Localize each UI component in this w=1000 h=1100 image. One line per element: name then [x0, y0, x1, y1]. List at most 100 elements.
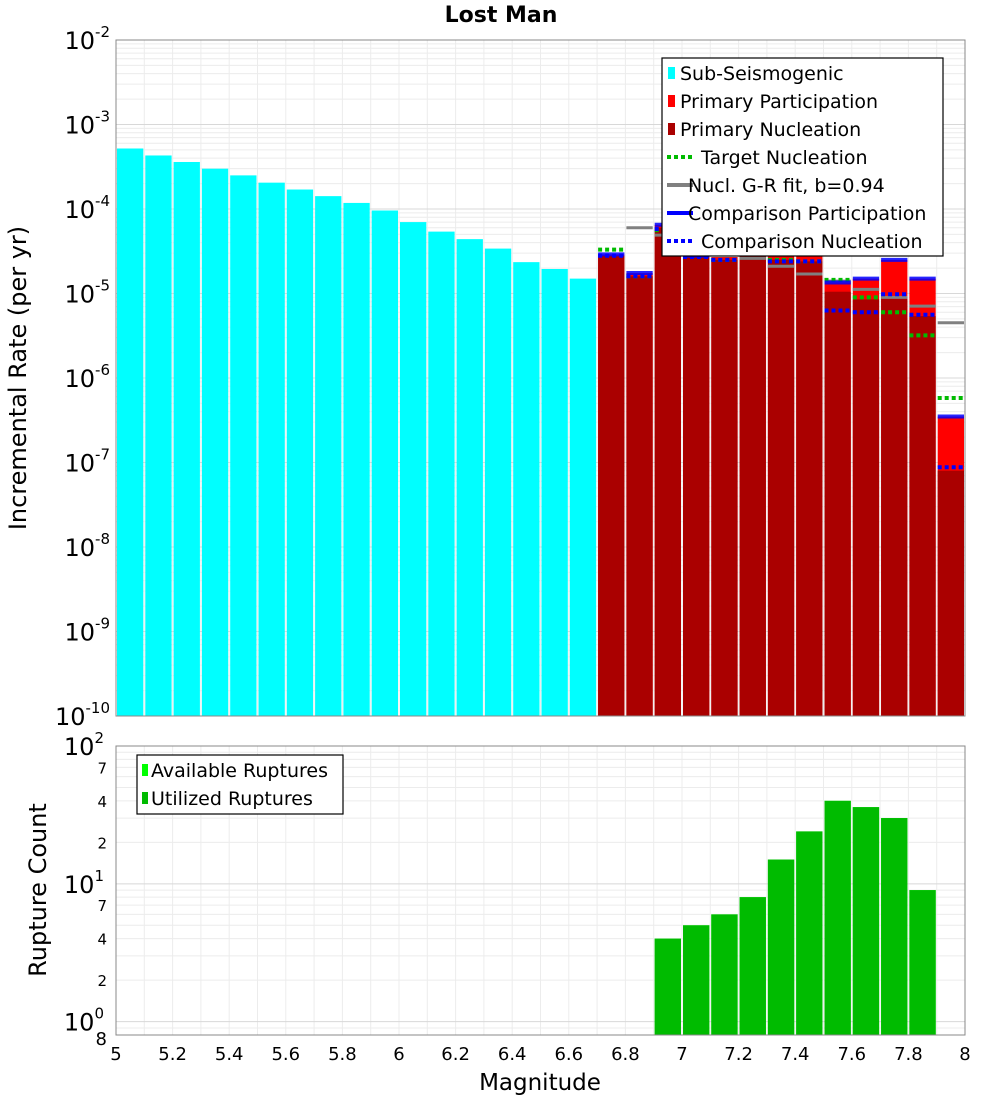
comparison-participation-legend-label: Comparison Participation	[688, 203, 926, 225]
bottom-y-tick-label: 101	[64, 867, 104, 899]
bottom-legend: Available Ruptures Utilized Ruptures	[136, 754, 344, 815]
sub-seismogenic-bar	[569, 278, 597, 716]
top-y-tick-label: 10-5	[64, 277, 110, 309]
top-y-tick-label: 10-9	[64, 615, 110, 647]
utilized-ruptures-legend-label: Utilized Ruptures	[151, 788, 313, 810]
top-y-tick-label: 10-4	[64, 192, 110, 224]
top-y-tick-label: 10-3	[64, 108, 110, 140]
x-tick-label: 7.4	[781, 1044, 810, 1065]
sub-seismogenic-bar	[286, 189, 314, 716]
top-y-tick-label: 10-7	[64, 446, 110, 478]
top-bars	[117, 148, 964, 717]
sub-seismogenic-bar	[258, 182, 285, 716]
sub-seismogenic-bar	[117, 148, 144, 717]
x-tick-label: 5.2	[158, 1044, 187, 1065]
primary-nucleation-bar	[711, 259, 738, 716]
primary-nucleation-bar	[598, 255, 625, 716]
primary-nucleation-bar	[683, 257, 710, 716]
utilized-ruptures-bar	[683, 925, 710, 1035]
primary-nucleation-bar	[881, 297, 908, 716]
sub-seismogenic-bar	[315, 196, 342, 716]
x-tick-label: 5.4	[215, 1044, 244, 1065]
sub-seismogenic-bar	[541, 268, 568, 716]
x-tick-label: 6.4	[498, 1044, 527, 1065]
primary-nucleation-legend-label: Primary Nucleation	[680, 119, 861, 141]
primary-nucleation-legend-swatch	[668, 123, 675, 135]
utilized-ruptures-bar	[881, 818, 908, 1035]
x-axis-label: Magnitude	[479, 1070, 601, 1096]
bottom-y-tick-label: 4	[97, 931, 107, 949]
chart-title: Lost Man	[445, 3, 558, 28]
utilized-ruptures-legend-swatch	[142, 792, 148, 804]
primary-nucleation-bar	[796, 261, 823, 716]
sub-seismogenic-bar	[456, 239, 483, 717]
comparison-nucleation-legend-label: Comparison Nucleation	[701, 231, 923, 253]
sub-seismogenic-bar	[230, 175, 257, 716]
primary-participation-legend-label: Primary Participation	[680, 91, 878, 113]
top-y-tick-label: 10-10	[55, 699, 110, 731]
target-nucleation-legend-label: Target Nucleation	[700, 147, 868, 169]
top-y-tick-label: 10-2	[64, 23, 110, 55]
primary-nucleation-bar	[909, 316, 936, 716]
sub-seismogenic-legend-label: Sub-Seismogenic	[680, 63, 844, 85]
top-legend: Sub-Seismogenic Primary Participation Prim…	[661, 57, 944, 257]
x-ticks: 5 5.2 5.4 5.6 5.8 6 6.2 6.4 6.6 6.8 7 7.2 7.4 7.6 7.8 8	[110, 1044, 970, 1065]
x-tick-label: 7	[676, 1044, 687, 1065]
nucl-g-r-fit-b-0-94-legend-label: Nucl. G-R fit, b=0.94	[688, 175, 885, 197]
x-tick-label: 8	[959, 1044, 970, 1065]
available-ruptures-legend-label: Available Ruptures	[151, 760, 328, 782]
primary-nucleation-bar	[937, 470, 964, 716]
top-plot-frame	[115, 39, 966, 717]
bottom-y-tick-label: 100	[64, 1005, 104, 1037]
sub-seismogenic-bar	[428, 231, 455, 716]
utilized-ruptures-bar	[654, 938, 681, 1035]
primary-nucleation-bar	[654, 227, 681, 716]
top-y-ticks: 10-10 10-9 10-8 10-7 10-6 10-5 10-4 10-3 10-2	[55, 23, 110, 731]
incremental-rate-panel: 10-10 10-9 10-8 10-7 10-6 10-5 10-4 10-3 10-2 In…	[4, 23, 966, 731]
primary-nucleation-bar	[626, 276, 653, 716]
x-tick-label: 5	[110, 1044, 121, 1065]
bottom-plot-frame	[115, 745, 966, 1036]
bottom-y-tick-label: 2	[97, 834, 107, 852]
primary-nucleation-bar	[852, 299, 880, 716]
x-tick-label: 5.6	[271, 1044, 300, 1065]
primary-participation-legend-swatch	[668, 95, 675, 107]
x-tick-label: 7.6	[837, 1044, 866, 1065]
sub-seismogenic-bar	[343, 202, 370, 716]
x-tick-label: 6.8	[611, 1044, 640, 1065]
sub-seismogenic-bar	[484, 248, 512, 716]
sub-seismogenic-legend-swatch	[668, 67, 675, 79]
bottom-y-tick-label: 2	[97, 972, 107, 990]
x-tick-label: 6.2	[441, 1044, 470, 1065]
primary-nucleation-bar	[824, 291, 851, 716]
x-tick-label: 6.6	[554, 1044, 583, 1065]
utilized-ruptures-bar	[796, 831, 823, 1035]
bottom-y-tick-label: 102	[64, 729, 104, 761]
utilized-ruptures-bar	[824, 800, 851, 1035]
bottom-y-tick-label: 7	[97, 759, 107, 777]
top-y-axis-label: Incremental Rate (per yr)	[4, 226, 32, 530]
bottom-legend-box	[136, 754, 344, 815]
available-ruptures-legend-swatch	[142, 764, 148, 776]
sub-seismogenic-bar	[513, 262, 540, 716]
sub-seismogenic-bar	[201, 168, 229, 717]
primary-nucleation-bar	[739, 240, 766, 716]
bottom-y-tick-label: 4	[97, 793, 107, 811]
top-y-tick-label: 10-6	[64, 361, 110, 393]
x-tick-label: 7.8	[894, 1044, 923, 1065]
sub-seismogenic-bar	[145, 155, 172, 716]
bottom-y-tick-label: 7	[97, 897, 107, 915]
utilized-ruptures-bar	[767, 859, 795, 1035]
top-y-tick-label: 10-8	[64, 530, 110, 562]
utilized-ruptures-bar	[711, 914, 738, 1035]
utilized-ruptures-bar	[739, 897, 766, 1035]
utilized-ruptures-bar	[909, 890, 936, 1035]
top-legend-box	[661, 57, 944, 257]
primary-nucleation-bar	[767, 259, 795, 716]
sub-seismogenic-bar	[371, 210, 398, 716]
bottom-y-axis-label: Rupture Count	[24, 803, 52, 977]
x-tick-label: 7.2	[724, 1044, 753, 1065]
